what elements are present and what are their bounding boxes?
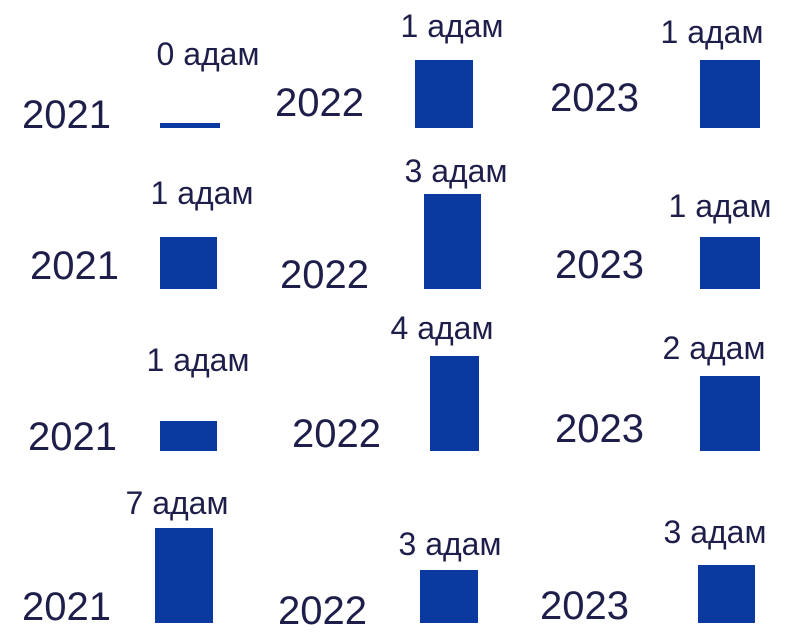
value-label: 1 адам — [661, 14, 764, 50]
year-label: 2021 — [30, 244, 119, 288]
bar-2022-row3 — [430, 356, 479, 451]
value-label: 1 адам — [151, 175, 254, 211]
value-label: 1 адам — [401, 8, 504, 44]
value-label: 1 адам — [147, 342, 250, 378]
bar-2023-row1 — [700, 60, 760, 128]
year-label: 2023 — [555, 243, 644, 287]
value-label: 2 адам — [663, 330, 766, 366]
bar-2021-row3 — [160, 421, 217, 451]
value-label: 7 адам — [126, 485, 229, 521]
year-label: 2022 — [280, 253, 369, 297]
year-label: 2021 — [28, 415, 117, 459]
year-label: 2023 — [555, 407, 644, 451]
year-label: 2021 — [22, 93, 111, 137]
bar-2022-row2 — [424, 194, 481, 289]
year-label: 2022 — [292, 412, 381, 456]
bar-2023-row4 — [698, 565, 755, 623]
bar-2022-row1 — [415, 60, 473, 128]
year-label: 2023 — [550, 76, 639, 120]
bar-2021-row4 — [155, 528, 213, 623]
year-label: 2022 — [275, 81, 364, 125]
year-label: 2023 — [540, 584, 629, 628]
value-label: 0 адам — [157, 36, 260, 72]
bar-2023-row3 — [700, 376, 760, 451]
bar-2023-row2 — [700, 237, 760, 289]
value-label: 1 адам — [669, 188, 772, 224]
value-label: 3 адам — [405, 153, 508, 189]
bar-2022-row4 — [420, 570, 478, 623]
bar-2021-row2 — [160, 237, 217, 289]
year-label: 2022 — [278, 589, 367, 633]
year-label: 2021 — [22, 585, 111, 629]
value-label: 4 адам — [391, 310, 494, 346]
value-label: 3 адам — [664, 514, 767, 550]
bar-2021-row1 — [160, 123, 220, 128]
value-label: 3 адам — [399, 526, 502, 562]
